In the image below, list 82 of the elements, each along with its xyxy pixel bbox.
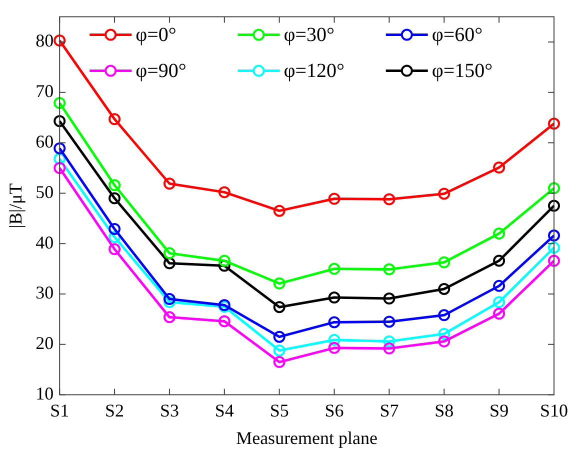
point: [218, 315, 230, 328]
point: [493, 254, 506, 267]
x-tick-label: S3: [160, 400, 179, 420]
point: [383, 335, 396, 348]
y-tick-label: 30: [36, 282, 54, 303]
point: [273, 356, 286, 368]
legend-label: φ=150°: [432, 60, 493, 82]
point: [54, 115, 66, 128]
point: [108, 179, 121, 192]
point: [273, 277, 286, 290]
y-tick-label: 60: [36, 132, 54, 152]
point: [273, 301, 286, 314]
legend-label: φ=0°: [136, 24, 176, 46]
point: [383, 316, 396, 328]
x-axis-title: Measurement plane: [236, 428, 378, 448]
x-tick-label: S8: [434, 400, 454, 420]
point: [383, 263, 396, 276]
x-tick-label: S9: [490, 400, 509, 420]
point: [328, 192, 340, 205]
point: [548, 254, 560, 267]
legend-label: φ=120°: [284, 60, 345, 82]
point: [383, 342, 396, 354]
point: [493, 280, 506, 292]
point: [438, 309, 450, 322]
point: [108, 231, 121, 244]
x-tick-label: S10: [540, 400, 568, 420]
point: [383, 292, 396, 305]
x-tick-label: S4: [214, 400, 234, 420]
point: [163, 178, 176, 190]
x-tick-label: S5: [270, 400, 289, 420]
point: [328, 334, 340, 346]
point: [438, 188, 450, 200]
y-axis-title: |B|/μT: [6, 183, 26, 228]
point: [273, 204, 286, 217]
y-tick-label: 20: [36, 333, 54, 354]
point: [218, 186, 230, 198]
point: [108, 192, 121, 204]
x-tick-label: S6: [324, 400, 344, 420]
point: [328, 316, 340, 328]
point: [54, 34, 66, 46]
point: [548, 118, 560, 130]
point: [218, 260, 230, 272]
point: [493, 228, 506, 240]
point: [54, 162, 66, 174]
y-tick-label: 50: [36, 182, 54, 202]
point: [163, 311, 176, 324]
point: [163, 296, 176, 308]
point: [548, 200, 560, 212]
point: [548, 182, 560, 194]
y-tick-label: 80: [36, 30, 54, 51]
y-tick-label: 40: [36, 232, 54, 252]
point: [438, 282, 450, 295]
point: [273, 330, 286, 343]
point: [493, 161, 506, 174]
point: [54, 142, 66, 154]
point: [273, 344, 286, 356]
point: [438, 256, 450, 268]
point: [328, 342, 340, 354]
point: [438, 328, 450, 340]
point: [54, 152, 66, 165]
point: [493, 296, 506, 308]
point: [108, 113, 121, 126]
point: [108, 243, 121, 256]
legend-label: φ=60°: [432, 24, 483, 46]
point: [218, 254, 230, 267]
legend-label: φ=90°: [136, 60, 186, 82]
point: [163, 293, 176, 306]
point: [493, 308, 506, 320]
point: [163, 247, 176, 260]
y-tick-label: 70: [36, 81, 54, 102]
point: [54, 96, 66, 109]
x-tick-label: S2: [105, 400, 124, 420]
point: [548, 230, 560, 242]
point: [163, 257, 176, 270]
legend-label: φ=30°: [284, 24, 335, 46]
point: [328, 262, 340, 275]
point: [548, 242, 560, 254]
point: [108, 222, 121, 235]
point: [438, 335, 450, 348]
x-tick-label: S7: [380, 400, 399, 420]
point: [383, 193, 396, 206]
point: [328, 292, 340, 304]
